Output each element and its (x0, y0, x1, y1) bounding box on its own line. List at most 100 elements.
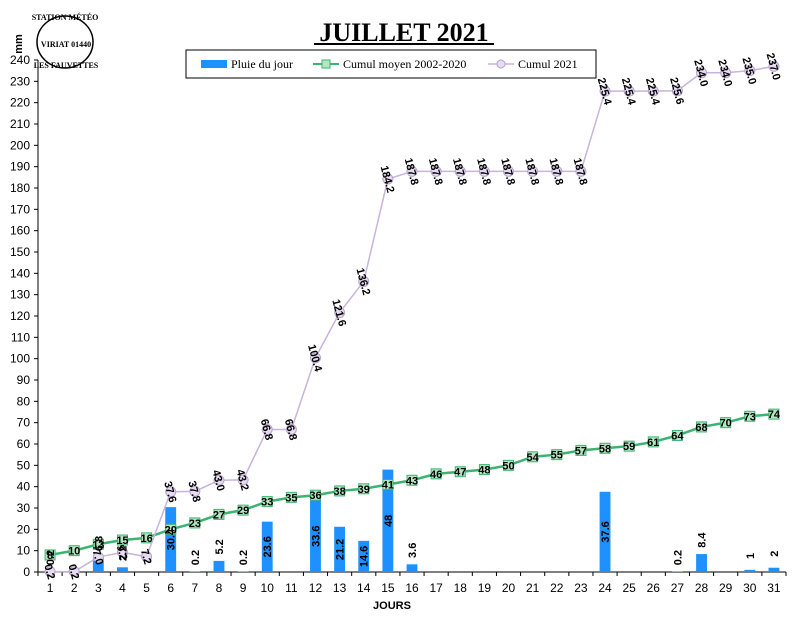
cumul-2021-label: 66.8 (258, 418, 275, 442)
cumul-2021-label: 0.2 (41, 563, 57, 581)
avg-cumul-marker (213, 508, 225, 520)
avg-cumul-marker (454, 466, 466, 478)
x-tick-label: 9 (240, 581, 247, 595)
x-tick-label: 23 (574, 581, 588, 595)
rain-bar-label: 8.4 (697, 532, 709, 548)
rain-bar (744, 569, 756, 572)
cumul-2021-marker (623, 85, 635, 97)
y-tick-label: 180 (10, 181, 30, 195)
cumul-2021-label: 237.0 (764, 52, 783, 82)
cumul-2021-label: 0.2 (65, 563, 81, 581)
cumul-2021-marker (647, 85, 659, 97)
cumul-2021-marker (189, 485, 201, 497)
avg-cumul-label: 35 (285, 492, 297, 504)
y-tick-label: 60 (17, 437, 31, 451)
x-tick-label: 30 (743, 581, 757, 595)
avg-cumul-label: 36 (309, 490, 321, 502)
x-tick-label: 14 (357, 581, 371, 595)
cumul-2021-marker (92, 551, 104, 563)
cumul-2021-marker (382, 173, 394, 185)
avg-cumul-marker (382, 479, 394, 491)
avg-cumul-marker (309, 489, 321, 501)
avg-cumul-marker (623, 440, 635, 452)
avg-cumul-marker (599, 442, 611, 454)
cumul-2021-label: 37.6 (161, 480, 178, 504)
avg-cumul-marker (68, 545, 80, 557)
legend: Pluie du jour Cumul moyen 2002-2020 Cumu… (185, 49, 597, 79)
cumul-2021-marker (503, 165, 515, 177)
rain-bar-label: 30.4 (166, 528, 178, 550)
rain-bar-label: 0.2 (238, 550, 250, 565)
avg-cumul-label: 57 (575, 445, 587, 457)
x-tick-label: 7 (191, 581, 198, 595)
rain-bar (165, 507, 177, 572)
x-axis-label: JOURS (373, 600, 411, 612)
avg-cumul-label: 58 (599, 443, 611, 455)
y-tick-label: 170 (10, 202, 30, 216)
y-tick-label: 0 (23, 565, 30, 579)
cumul-2021-label: 7.0 (90, 548, 106, 566)
rain-bar-label: 3.6 (407, 543, 419, 558)
cumul-2021-marker (406, 165, 418, 177)
cumul-2021-marker (551, 165, 563, 177)
y-tick-label: 90 (17, 373, 31, 387)
cumul-2021-marker (575, 165, 587, 177)
legend-swatch-rain (201, 60, 227, 68)
avg-cumul-label: 27 (213, 509, 225, 521)
y-tick-label: 240 (10, 53, 30, 67)
cumul-2021-label: 225.4 (595, 77, 614, 108)
cumul-2021-marker (768, 60, 780, 72)
cumul-2021-label: 43.2 (234, 468, 251, 492)
avg-cumul-marker (116, 534, 128, 546)
logo-ring (36, 15, 94, 69)
rain-bar-label: 2.2 (117, 546, 129, 561)
x-tick-label: 13 (333, 581, 347, 595)
cumul-2021-marker (116, 546, 128, 558)
legend-swatch-avg-marker (321, 59, 331, 69)
cumul-2021-label: 187.8 (402, 157, 421, 187)
cumul-2021-marker (744, 65, 756, 77)
avg-cumul-label: 8 (47, 550, 53, 562)
avg-cumul-label: 48 (478, 465, 490, 477)
avg-cumul-marker (430, 468, 442, 480)
logo-line2: VIRIAT 01440 (41, 40, 91, 49)
cumul-2021-marker (334, 307, 346, 319)
y-tick-label: 160 (10, 224, 30, 238)
cumul-2021-label: 9.2 (114, 544, 130, 562)
rain-bar-label: 33.6 (310, 525, 322, 546)
avg-cumul-marker (671, 429, 683, 441)
cumul-2021-label: 184.2 (378, 164, 397, 194)
rain-bar (261, 521, 273, 572)
rain-bar-label: 48 (383, 515, 395, 527)
legend-box (185, 49, 597, 79)
y-tick-label: 100 (10, 352, 30, 366)
x-tick-label: 2 (71, 581, 78, 595)
cumul-2021-marker (720, 67, 732, 79)
x-tick-label: 10 (261, 581, 275, 595)
x-tick-label: 12 (309, 581, 323, 595)
cumul-2021-marker (237, 474, 249, 486)
rain-bar (406, 564, 418, 572)
x-tick-label: 17 (429, 581, 443, 595)
logo-line1: STATION MÉTÉO (32, 12, 99, 22)
x-tick-label: 1 (47, 581, 54, 595)
y-tick-label: 220 (10, 96, 30, 110)
avg-cumul-marker (165, 523, 177, 535)
avg-cumul-marker (527, 451, 539, 463)
legend-label-avg: Cumul moyen 2002-2020 (343, 57, 466, 71)
avg-cumul-marker (478, 464, 490, 476)
avg-cumul-marker (720, 417, 732, 429)
x-tick-label: 25 (622, 581, 636, 595)
rain-bar-label: 6.8 (93, 536, 105, 551)
legend-label-cumul: Cumul 2021 (518, 57, 578, 71)
rain-bar (310, 500, 321, 572)
avg-cumul-marker (406, 474, 418, 486)
rain-bar (768, 567, 780, 572)
avg-cumul-label: 54 (527, 452, 540, 464)
avg-cumul-marker (551, 449, 563, 461)
avg-cumul-label: 61 (647, 437, 659, 449)
y-tick-label: 70 (17, 416, 31, 430)
rain-bar-label: 0.2 (672, 550, 684, 565)
y-tick-label: 10 (17, 544, 31, 558)
